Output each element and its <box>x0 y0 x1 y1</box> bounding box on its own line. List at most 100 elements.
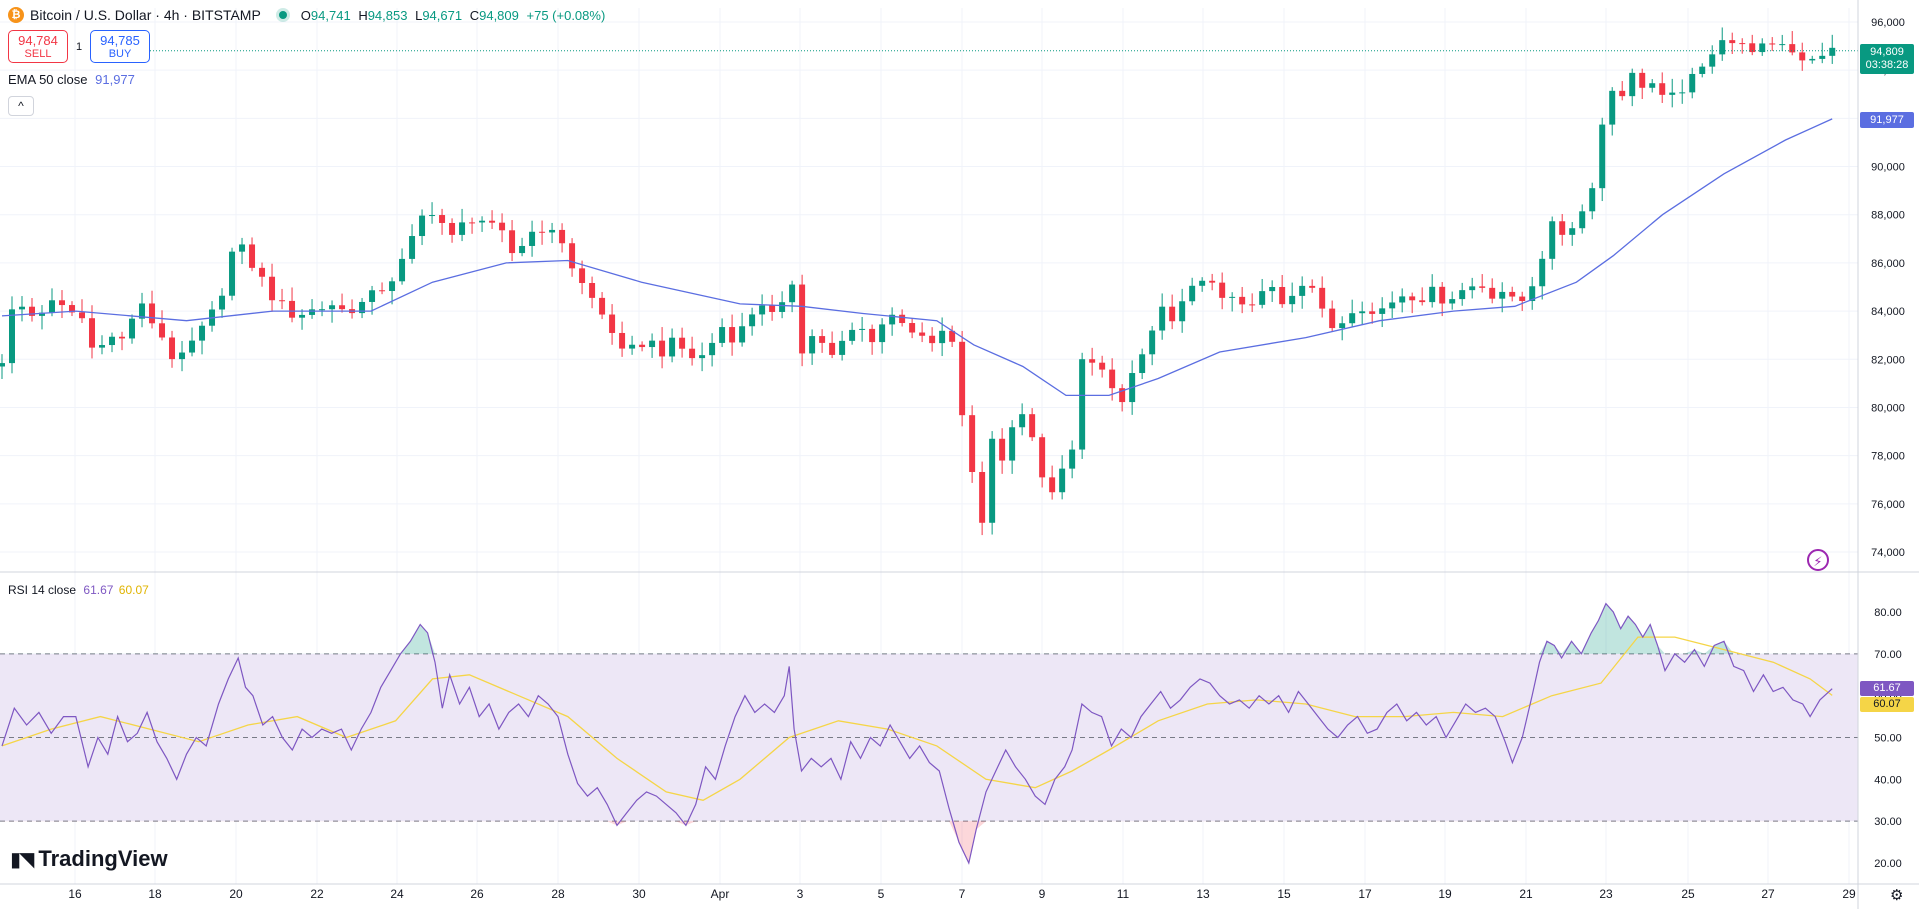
candle <box>449 218 456 243</box>
candle-body <box>759 305 766 315</box>
candle-body <box>39 312 46 316</box>
candle <box>339 293 346 313</box>
candle-body <box>629 344 636 349</box>
candle <box>1509 286 1516 302</box>
price-tick-label: 76,000 <box>1871 499 1905 511</box>
candle-body <box>179 352 186 360</box>
candle-body <box>419 215 426 237</box>
candle <box>479 216 486 232</box>
candle <box>319 301 326 317</box>
candle-body <box>1119 388 1126 403</box>
candle <box>1539 251 1546 300</box>
rsi-tick-label: 30.00 <box>1874 816 1902 828</box>
candle <box>1169 294 1176 330</box>
candle <box>1229 292 1236 312</box>
candle <box>179 341 186 372</box>
bitcoin-icon: ₿ <box>8 7 24 23</box>
candle-body <box>589 283 596 298</box>
candle-body <box>769 305 776 312</box>
sell-button[interactable]: 94,784 SELL <box>8 30 68 63</box>
x-tick-label: 29 <box>1842 887 1856 901</box>
candle <box>1269 280 1276 302</box>
candle <box>1519 291 1526 311</box>
candle-body <box>1189 285 1196 302</box>
candle <box>309 299 316 319</box>
candle <box>1339 316 1346 341</box>
candle <box>599 292 606 320</box>
ema-legend[interactable]: EMA 50 close 91,977 <box>8 72 135 87</box>
x-tick-label: 23 <box>1599 887 1613 901</box>
candle-body <box>49 300 56 313</box>
candle <box>839 330 846 361</box>
rsi-legend[interactable]: RSI 14 close 61.67 60.07 <box>8 583 149 597</box>
candle <box>589 276 596 309</box>
lightning-icon[interactable]: ⚡ <box>1807 549 1829 571</box>
rsi-value: 61.67 <box>83 583 114 597</box>
buy-button[interactable]: 94,785 BUY <box>90 30 150 63</box>
candle <box>1559 213 1566 246</box>
x-tick-label: 22 <box>310 887 324 901</box>
candle-body <box>289 300 296 318</box>
candle <box>189 327 196 357</box>
rsi-tick-label: 20.00 <box>1874 858 1902 870</box>
candle-body <box>1359 311 1366 314</box>
candle-body <box>149 303 156 324</box>
candle-body <box>1249 304 1256 306</box>
candle <box>849 322 856 345</box>
candle <box>649 333 656 358</box>
candle-body <box>679 337 686 349</box>
candle-body <box>859 328 866 330</box>
candle-body <box>1239 296 1246 305</box>
x-tick-label: 21 <box>1519 887 1533 901</box>
sell-label: SELL <box>24 48 52 60</box>
candle <box>729 314 736 356</box>
collapse-legend-button[interactable]: ^ <box>8 96 34 116</box>
rsi-tick-label: 50.00 <box>1874 733 1902 745</box>
candle <box>1299 276 1306 309</box>
candle <box>1379 297 1386 328</box>
candle <box>529 220 536 257</box>
candle-body <box>1149 330 1156 355</box>
candle-body <box>1699 66 1706 74</box>
candle <box>289 287 296 323</box>
candle-body <box>89 318 96 348</box>
buy-label: BUY <box>108 48 132 60</box>
candle <box>789 280 796 313</box>
candle <box>1099 355 1106 378</box>
candle <box>1819 42 1826 64</box>
candle <box>1589 182 1596 220</box>
candle-body <box>1319 287 1326 309</box>
candle-body <box>869 328 876 343</box>
candle-body <box>659 340 666 357</box>
candle-body <box>439 215 446 223</box>
candle <box>39 305 46 330</box>
candle <box>1109 358 1116 401</box>
candle <box>1349 299 1356 327</box>
market-status-icon[interactable] <box>278 11 287 19</box>
candle-body <box>1169 306 1176 322</box>
candle-body <box>689 348 696 359</box>
candle <box>829 331 836 359</box>
candle-body <box>519 245 526 254</box>
candle-body <box>1029 414 1036 438</box>
x-tick-label: 27 <box>1761 887 1775 901</box>
candle-body <box>1569 228 1576 235</box>
x-tick-label: 3 <box>797 887 804 901</box>
candle-body <box>839 340 846 355</box>
candle <box>59 290 66 319</box>
candle-body <box>1459 290 1466 300</box>
rsi-value-tag: 61.67 <box>1860 681 1914 696</box>
candle-body <box>279 300 286 302</box>
rsi-ma-line <box>1 636 1833 801</box>
candle-body <box>1159 306 1166 331</box>
gear-icon[interactable]: ⚙ <box>1890 887 1904 904</box>
candle <box>1619 81 1626 101</box>
candle <box>619 321 626 357</box>
candle-body <box>1389 302 1396 309</box>
symbol-title[interactable]: Bitcoin / U.S. Dollar · 4h · BITSTAMP <box>30 7 261 23</box>
candle <box>1759 38 1766 56</box>
tradingview-logo[interactable]: ▮◥ TradingView <box>10 846 168 872</box>
candle-body <box>0 363 5 367</box>
tradingview-mark-icon: ▮◥ <box>10 848 34 871</box>
